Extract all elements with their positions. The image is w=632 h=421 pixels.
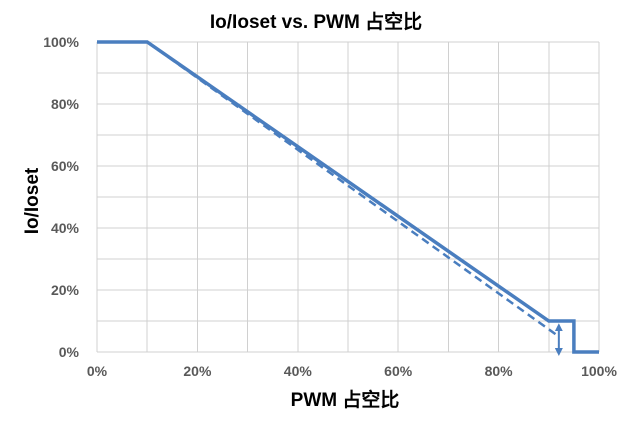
dashed-series-line — [146, 40, 560, 338]
y-tick-label: 80% — [51, 96, 80, 112]
y-tick-label: 20% — [51, 282, 80, 298]
y-tick-label: 60% — [51, 158, 80, 174]
series-group — [97, 40, 599, 354]
y-axis-label: Io/Ioset — [22, 167, 43, 234]
x-tick-label: 40% — [284, 363, 313, 379]
y-tick-label: 0% — [59, 344, 80, 360]
x-tick-label: 60% — [384, 363, 413, 379]
chart-title: Io/Ioset vs. PWM 占空比 — [210, 10, 422, 33]
y-tick-label: 100% — [43, 34, 79, 50]
x-tick-label: 100% — [581, 363, 617, 379]
x-tick-label: 0% — [87, 363, 108, 379]
tick-labels: 0% 20% 40% 60% 80% 100% 0% 20% 40% 60% 80% 100% — [43, 34, 617, 379]
y-tick-label: 40% — [51, 220, 80, 236]
x-tick-label: 20% — [183, 363, 212, 379]
x-axis-label: PWM 占空比 — [291, 388, 400, 411]
grid — [96, 41, 600, 353]
solid-series-line — [97, 40, 599, 354]
x-tick-label: 80% — [485, 363, 514, 379]
